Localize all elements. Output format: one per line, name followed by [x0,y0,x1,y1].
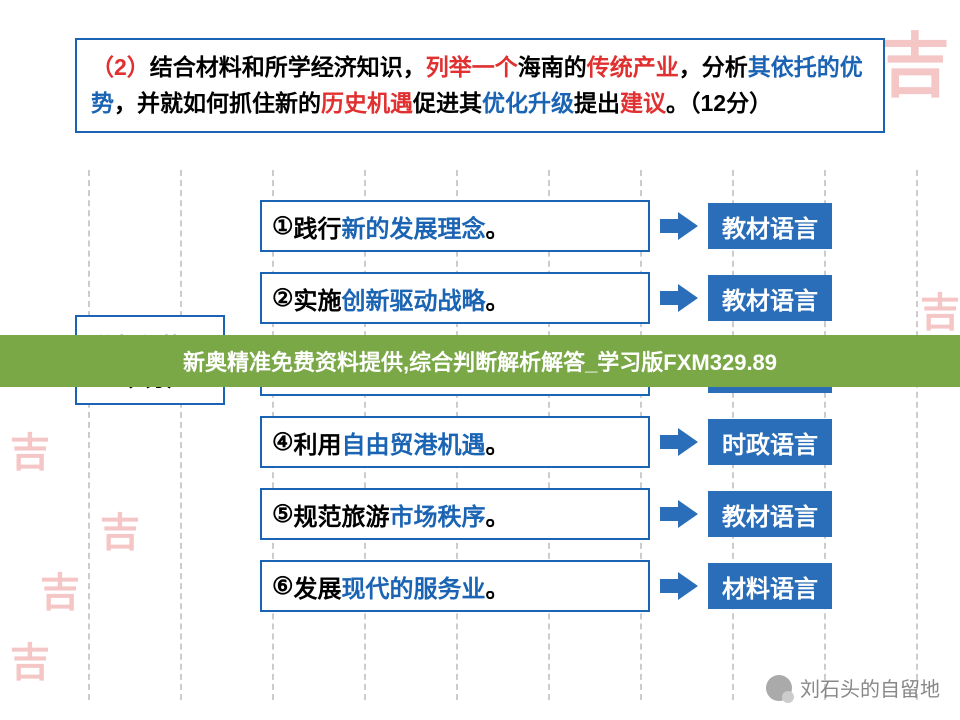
wechat-credit: 刘石头的自留地 [766,673,940,702]
arrow-icon [660,572,702,600]
item-box: ⑥发展现代的服务业。 [260,560,650,612]
item-box: ①践行新的发展理念。 [260,200,650,252]
overlay-banner: 新奥精准免费资料提供,综合判断解析解答_学习版FXM329.89 [0,335,960,387]
bg-seal: 吉 [100,500,140,558]
item-tag: 教材语言 [708,203,832,249]
question-number: （2） [91,54,150,80]
bg-seal: 吉 [920,280,960,338]
item-row-6: ⑥发展现代的服务业。 材料语言 [260,560,832,612]
item-box: ④利用自由贸港机遇。 [260,416,650,468]
item-tag: 教材语言 [708,491,832,537]
item-row-5: ⑤规范旅游市场秩序。 教材语言 [260,488,832,540]
bg-seal: 吉 [10,630,50,688]
arrow-icon [660,284,702,312]
wechat-icon [766,675,792,701]
item-row-2: ②实施创新驱动战略。 教材语言 [260,272,832,324]
bg-seal: 吉 [40,560,80,618]
item-tag: 材料语言 [708,563,832,609]
arrow-icon [660,428,702,456]
item-row-1: ①践行新的发展理念。 教材语言 [260,200,832,252]
bg-seal: 吉 [880,10,950,111]
item-tag: 时政语言 [708,419,832,465]
item-box: ⑤规范旅游市场秩序。 [260,488,650,540]
item-box: ②实施创新驱动战略。 [260,272,650,324]
question-box: （2）结合材料和所学经济知识，列举一个海南的传统产业，分析其依托的优势，并就如何… [75,38,885,133]
item-tag: 教材语言 [708,275,832,321]
arrow-icon [660,212,702,240]
arrow-icon [660,500,702,528]
item-row-4: ④利用自由贸港机遇。 时政语言 [260,416,832,468]
bg-seal: 吉 [10,420,50,478]
wechat-text: 刘石头的自留地 [800,673,940,702]
